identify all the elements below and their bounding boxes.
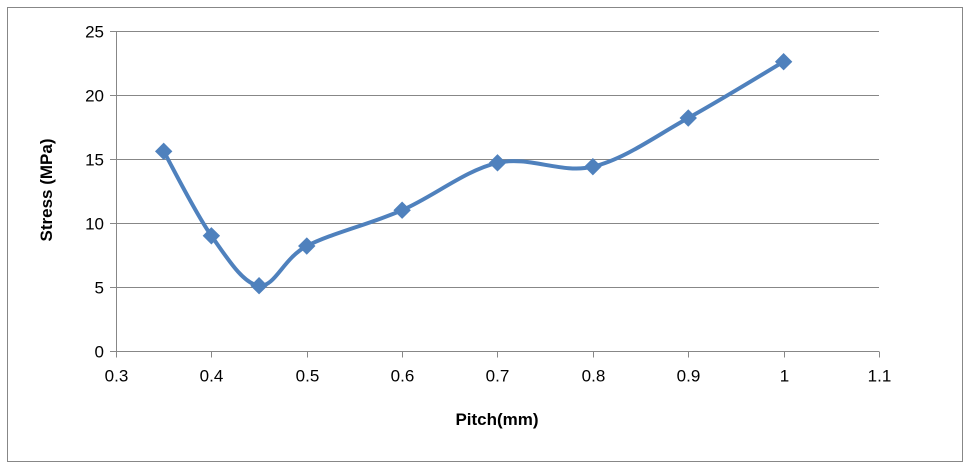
axes [110, 31, 880, 358]
x-tick-label: 1.1 [868, 367, 892, 386]
data-point-marker [488, 154, 507, 172]
data-point-marker [584, 157, 602, 176]
x-tick-label: 0.5 [296, 367, 320, 386]
data-point-marker [774, 53, 793, 71]
y-tick-label: 15 [85, 151, 104, 170]
x-tick-label: 0.3 [105, 367, 129, 386]
y-tick-label: 5 [95, 279, 104, 298]
y-tick-label: 25 [85, 23, 104, 42]
chart-frame [7, 7, 963, 462]
x-tick-label: 1 [780, 367, 789, 386]
y-tick-label: 20 [85, 87, 104, 106]
series-line [161, 59, 786, 288]
x-tick-label: 0.8 [582, 367, 606, 386]
data-point-marker [298, 237, 316, 255]
y-tick-label: 0 [95, 343, 104, 362]
markers-layer [154, 53, 793, 295]
data-point-marker [250, 277, 268, 295]
x-tick-label: 0.7 [486, 367, 510, 386]
x-tick-label: 0.9 [677, 367, 701, 386]
y-axis-title: Stress (MPa) [37, 139, 56, 242]
y-tick-label: 10 [85, 215, 104, 234]
data-point-marker [154, 142, 173, 161]
x-tick-label: 0.4 [200, 367, 224, 386]
data-point-marker [679, 109, 697, 127]
tick-labels: 0 5 10 15 20 25 0.3 0.4 0.5 0.6 0.7 0.8 0.9 1 1.1 [85, 23, 891, 386]
x-tick-label: 0.6 [391, 367, 415, 386]
x-axis-title: Pitch(mm) [455, 410, 538, 429]
data-point-marker [202, 227, 221, 245]
data-point-marker [393, 201, 411, 219]
series-layer [161, 59, 786, 288]
